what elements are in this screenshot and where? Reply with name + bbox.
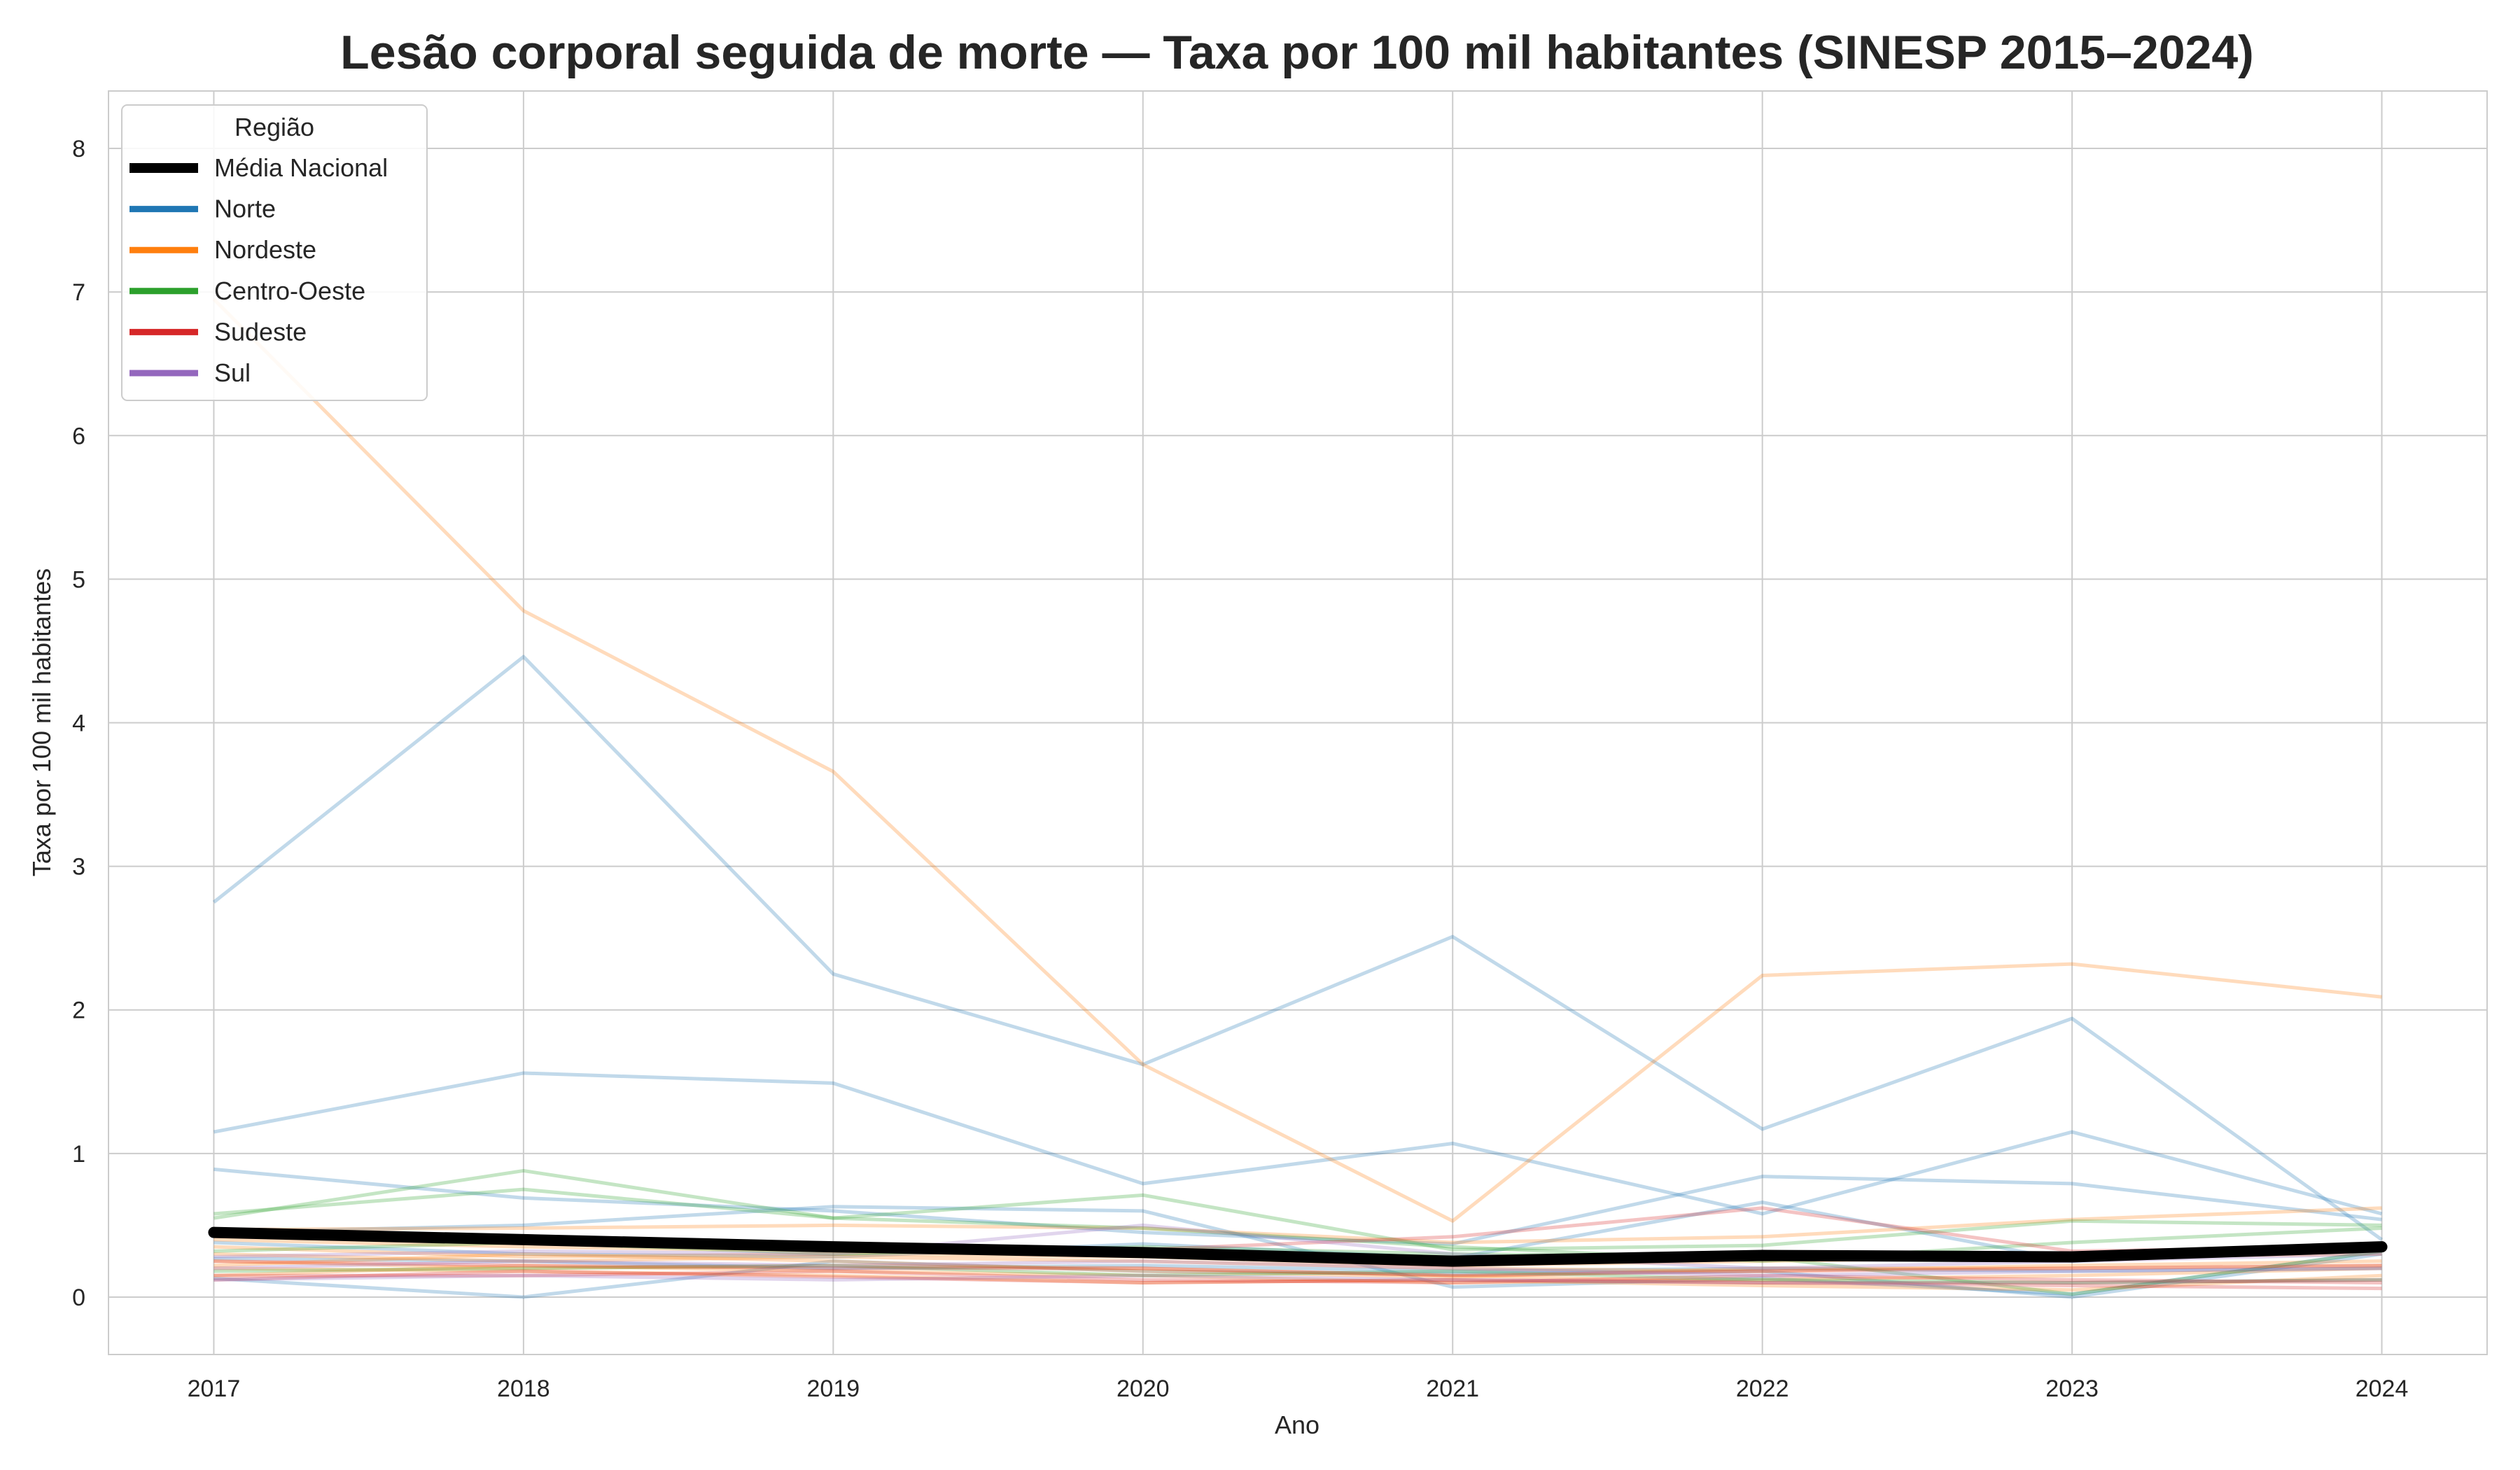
series-line-nordeste [214, 1264, 2382, 1284]
series-line-nordeste [212, 298, 2382, 1223]
series-line-nordeste [214, 1259, 2382, 1284]
y-tick-label: 0 [72, 1284, 85, 1311]
legend-box [121, 104, 428, 401]
legend-label: Sudeste [214, 317, 307, 346]
legend-label: Média Nacional [214, 153, 388, 182]
national-average-layer [208, 1226, 2388, 1267]
series-line-nordeste [214, 1266, 2382, 1292]
series-line-norte [212, 654, 2384, 1241]
series-line-sudeste [214, 1269, 2382, 1291]
x-tick-label: 2022 [1736, 1376, 1789, 1402]
y-axis-label: Taxa por 100 mil habitantes [27, 568, 56, 876]
legend-entries: Média Nacional Norte Nordeste Centro-Oeste S… [130, 153, 388, 387]
y-tick-label: 8 [72, 136, 85, 162]
series-line-centro-oeste [214, 1168, 2382, 1252]
chart-title: Lesão corporal seguida de morte — Taxa p… [340, 26, 2254, 79]
x-tick-label: 2023 [2045, 1376, 2099, 1402]
legend-label: Sul [214, 358, 251, 387]
legend-title: Região [234, 113, 314, 141]
series-line-norte [214, 1205, 2382, 1296]
series-line-sul [214, 1259, 2382, 1278]
series-line-sul [214, 1273, 2382, 1284]
x-tick-label: 2024 [2356, 1376, 2409, 1402]
legend-label: Norte [214, 195, 276, 223]
gridlines [108, 91, 2487, 1354]
x-tick-label: 2018 [497, 1376, 550, 1402]
x-tick-label: 2017 [188, 1376, 241, 1402]
y-tick-label: 1 [72, 1141, 85, 1168]
series-line-nordeste [214, 1206, 2382, 1245]
y-tick-label: 2 [72, 997, 85, 1024]
x-tick-label: 2019 [807, 1376, 860, 1402]
series-line-norte [214, 1167, 2382, 1246]
series-line-sudeste [214, 1269, 2382, 1284]
y-tick-label: 4 [72, 710, 85, 737]
tick-labels: 2017 2018 2019 2020 2021 2022 2023 2024 0 1 2 3 4 5 6 7… [72, 136, 2408, 1402]
x-axis-label: Ano [1275, 1410, 1320, 1439]
y-tick-label: 7 [72, 279, 85, 306]
y-tick-label: 3 [72, 854, 85, 881]
series-line-centro-oeste [214, 1264, 2382, 1284]
legend-label: Centro-Oeste [214, 276, 365, 305]
series-line-centro-oeste [214, 1187, 2382, 1264]
series-line-norte [213, 1071, 2383, 1216]
legend: Região Média Nacional Norte Nordeste Centro… [121, 104, 428, 401]
y-tick-label: 6 [72, 423, 85, 449]
series-lines [212, 298, 2384, 1299]
x-tick-label: 2020 [1116, 1376, 1170, 1402]
series-line-sudeste [214, 1259, 2382, 1278]
series-line-norte [214, 1252, 2382, 1299]
x-tick-label: 2021 [1426, 1376, 1479, 1402]
series-line-sul [214, 1223, 2382, 1270]
series-line-media-nacional [208, 1226, 2388, 1267]
series-line-nordeste [214, 1252, 2382, 1279]
y-tick-label: 5 [72, 566, 85, 593]
series-line-nordeste [214, 1252, 2382, 1273]
legend-label: Nordeste [214, 235, 316, 264]
series-line-norte [214, 1256, 2382, 1273]
